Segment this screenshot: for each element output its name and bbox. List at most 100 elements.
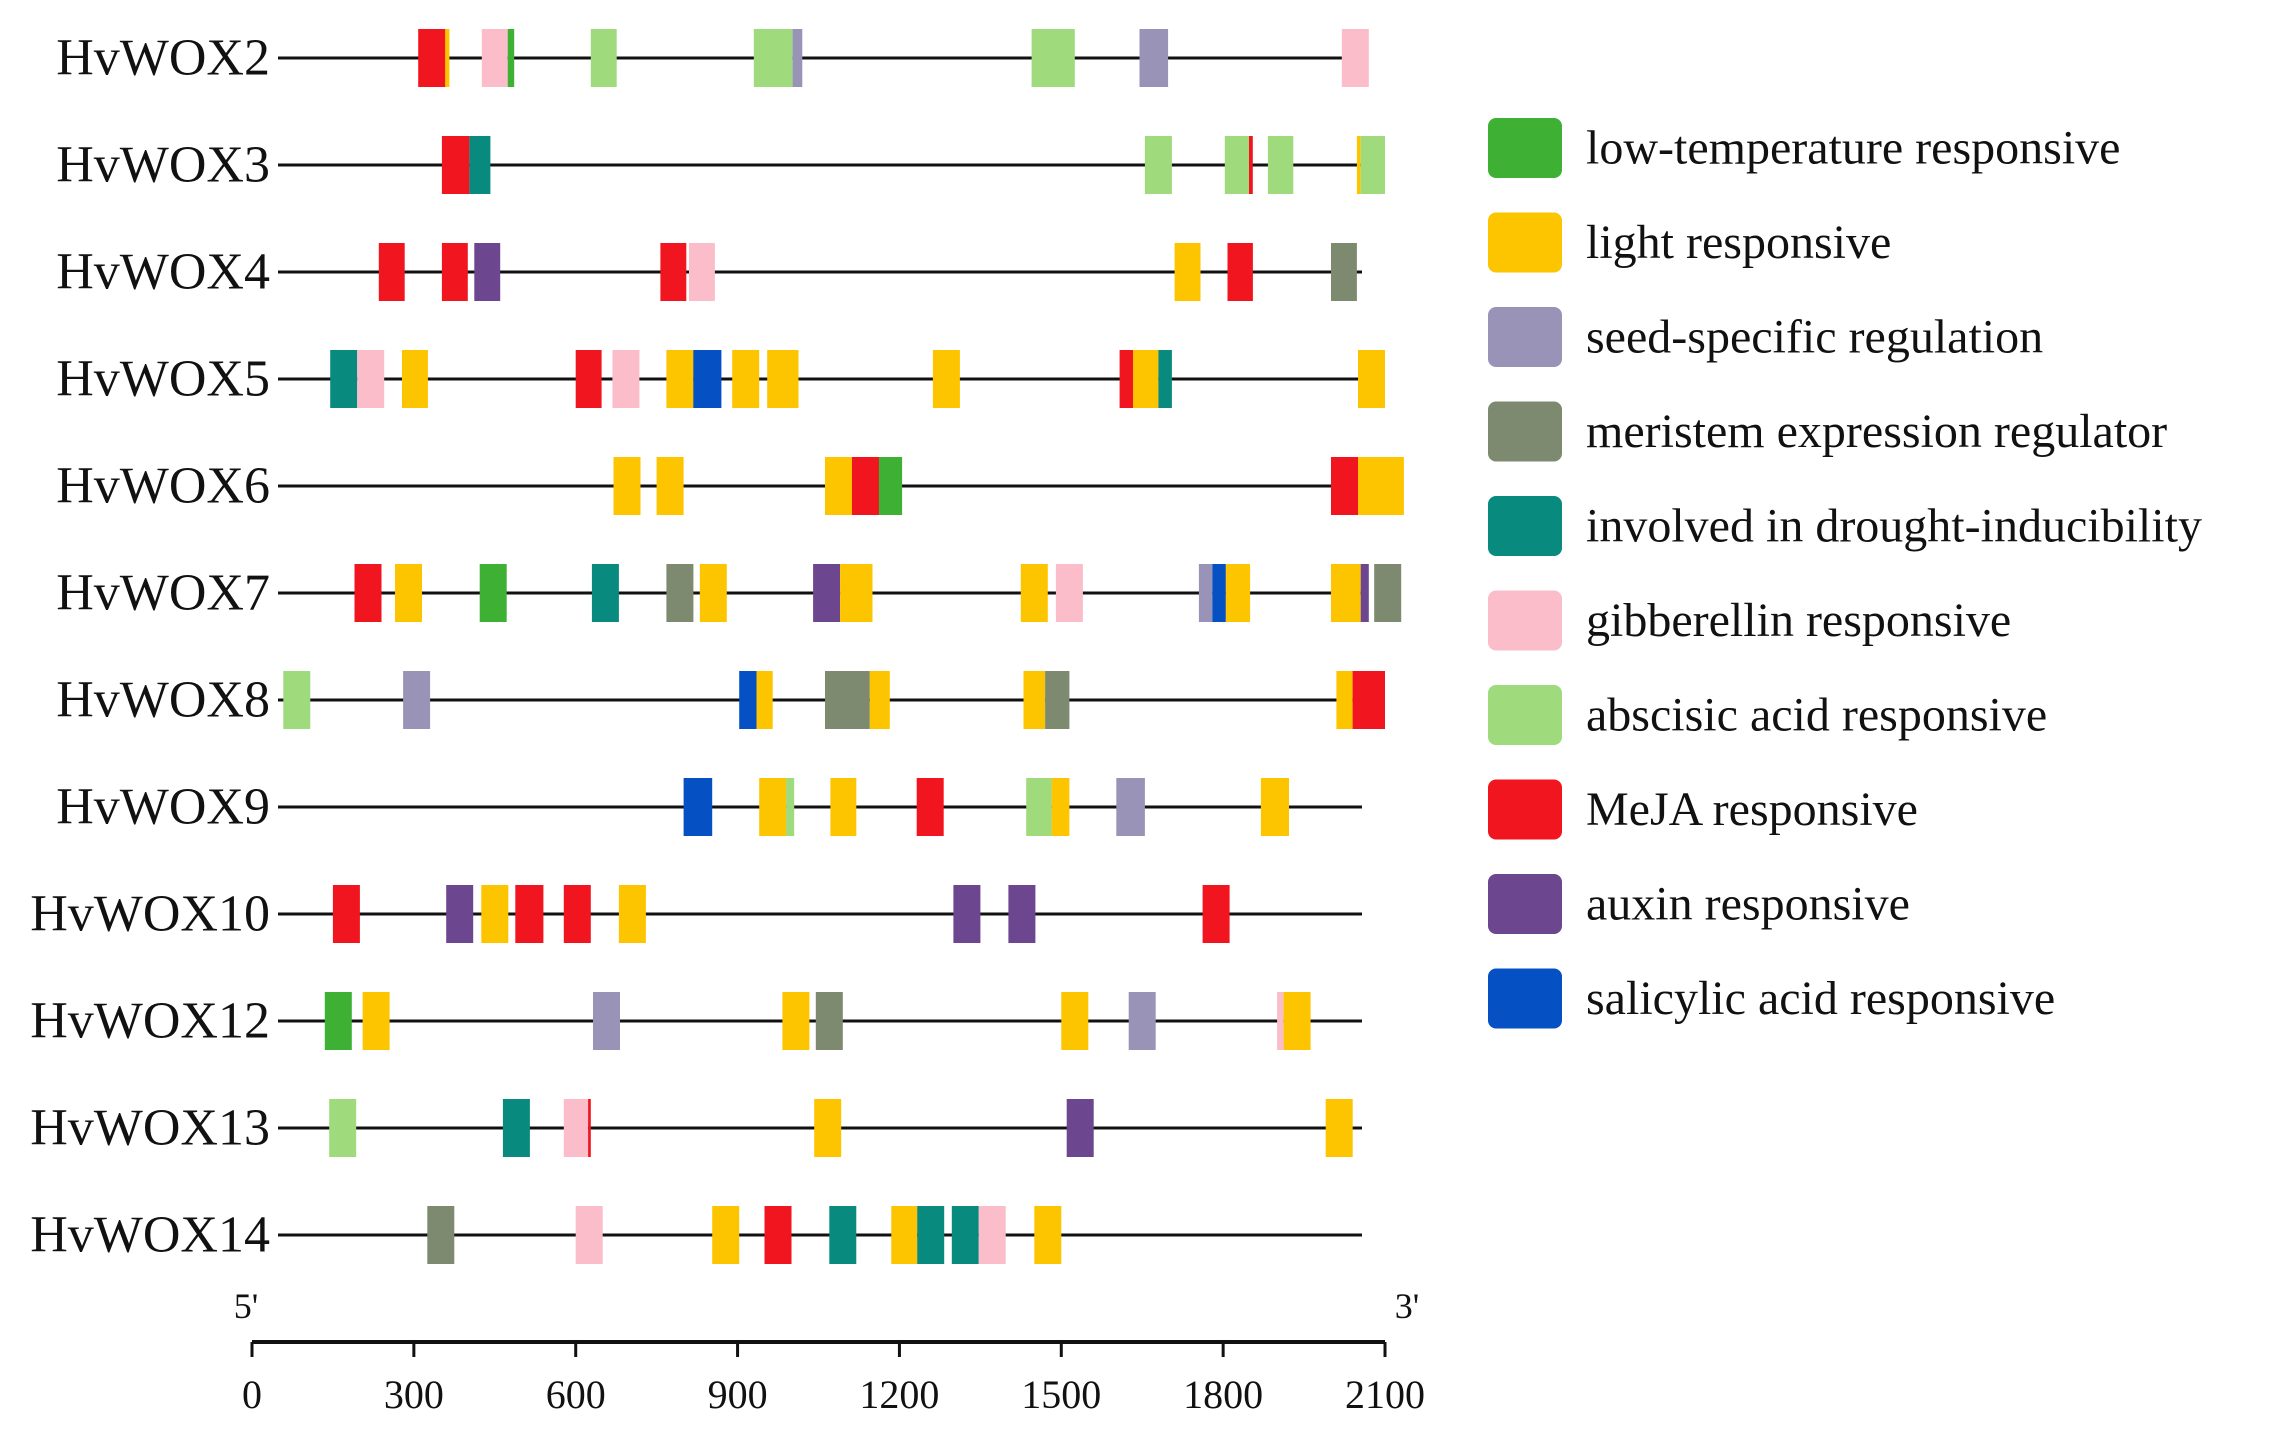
legend-swatch xyxy=(1488,212,1562,273)
cis-element-meja xyxy=(441,136,470,194)
cis-element-light xyxy=(1023,671,1046,729)
cis-element-light xyxy=(767,350,799,408)
cis-element-light xyxy=(362,992,390,1050)
gene-label: HvWOX13 xyxy=(30,1100,270,1157)
legend-item: auxin responsive xyxy=(1488,874,1910,934)
gene-label: HvWOX9 xyxy=(56,779,270,836)
five-prime-label: 5' xyxy=(234,1286,259,1326)
cis-element-aba xyxy=(1031,29,1075,87)
cis-element-drought xyxy=(591,564,619,622)
legend-item: involved in drought-inducibility xyxy=(1488,496,2202,556)
cis-element-light xyxy=(840,564,873,622)
cis-element-meja xyxy=(1227,243,1253,301)
cis-element-light xyxy=(1133,350,1159,408)
cis-element-gibberellin xyxy=(1055,564,1083,622)
cis-element-seed xyxy=(1139,29,1169,87)
cis-element-seed xyxy=(593,992,620,1050)
cis-element-drought xyxy=(469,136,491,194)
legend-label: low-temperature responsive xyxy=(1586,122,2120,175)
cis-element-light xyxy=(1356,136,1361,194)
gene-row: HvWOX7 xyxy=(56,564,1402,622)
cis-element-light xyxy=(932,350,960,408)
cis-element-seed xyxy=(1116,778,1145,836)
cis-element-lowtemp xyxy=(507,29,515,87)
gene-label: HvWOX2 xyxy=(56,30,270,87)
gene-row: HvWOX3 xyxy=(56,136,1385,194)
gene-label: HvWOX12 xyxy=(30,993,270,1050)
cis-element-light xyxy=(1260,778,1289,836)
legend-label: salicylic acid responsive xyxy=(1586,972,2055,1025)
legend-swatch xyxy=(1488,590,1562,651)
cis-element-light xyxy=(869,671,890,729)
cis-element-gibberellin xyxy=(1341,29,1369,87)
cis-element-gibberellin xyxy=(978,1206,1006,1264)
axis-tick-label: 1800 xyxy=(1183,1372,1263,1417)
cis-element-aba xyxy=(1224,136,1250,194)
cis-element-light xyxy=(618,885,646,943)
legend-swatch xyxy=(1488,401,1562,462)
cis-element-aba xyxy=(1360,136,1385,194)
cis-element-gibberellin xyxy=(575,1206,603,1264)
cis-element-meristem xyxy=(1045,671,1070,729)
cis-element-light xyxy=(1225,564,1251,622)
gene-row: HvWOX6 xyxy=(56,457,1404,515)
cis-element-meja xyxy=(354,564,382,622)
legend-item: low-temperature responsive xyxy=(1488,118,2120,178)
cis-element-gibberellin xyxy=(481,29,508,87)
cis-element-meja xyxy=(378,243,405,301)
gene-row: HvWOX9 xyxy=(56,778,1362,836)
gene-label: HvWOX6 xyxy=(56,458,270,515)
gene-label: HvWOX14 xyxy=(30,1207,270,1264)
gene-label: HvWOX7 xyxy=(56,565,270,622)
cis-element-gibberellin xyxy=(357,350,385,408)
legend-label: gibberellin responsive xyxy=(1586,594,2011,647)
cis-element-aba xyxy=(1267,136,1294,194)
legend-label: meristem expression regulator xyxy=(1586,405,2167,458)
cis-element-gibberellin xyxy=(612,350,640,408)
cis-element-meja xyxy=(1331,457,1358,515)
legend-label: light responsive xyxy=(1586,216,1891,269)
legend-item: light responsive xyxy=(1488,212,1891,273)
cis-element-light xyxy=(445,29,450,87)
cis-element-auxin xyxy=(1066,1099,1094,1157)
gene-row: HvWOX12 xyxy=(30,992,1362,1050)
cis-element-seed xyxy=(1198,564,1213,622)
legend-label: auxin responsive xyxy=(1586,878,1910,931)
cis-element-auxin xyxy=(953,885,981,943)
cis-element-light xyxy=(1174,243,1201,301)
cis-element-aba xyxy=(329,1099,357,1157)
legend-swatch xyxy=(1488,118,1562,178)
position-axis: 5' 3' 0 300 600 900 1200 1500 1800 2100 xyxy=(234,1286,1425,1417)
cis-element-light xyxy=(759,778,787,836)
legend-swatch xyxy=(1488,968,1562,1029)
gene-label: HvWOX3 xyxy=(56,137,270,194)
cis-element-light xyxy=(732,350,760,408)
cis-element-lowtemp xyxy=(324,992,352,1050)
cis-element-drought xyxy=(917,1206,945,1264)
gene-tracks: HvWOX2 HvWOX3 HvWOX4 HvWOX5 HvWOX6 HvWOX7 HvWO… xyxy=(30,29,1404,1264)
cis-element-auxin xyxy=(474,243,501,301)
cis-element-meja xyxy=(916,778,944,836)
axis-tick-label: 1500 xyxy=(1021,1372,1101,1417)
cis-element-auxin xyxy=(446,885,474,943)
cis-element-seed xyxy=(403,671,431,729)
cis-element-auxin xyxy=(1008,885,1036,943)
cis-element-lowtemp xyxy=(878,457,903,515)
cis-element-salicylic xyxy=(739,671,757,729)
gene-label: HvWOX4 xyxy=(56,244,270,301)
axis-tick-label: 600 xyxy=(546,1372,606,1417)
legend-label: seed-specific regulation xyxy=(1586,311,2043,364)
legend-item: MeJA responsive xyxy=(1488,779,1918,840)
legend-item: meristem expression regulator xyxy=(1488,401,2167,462)
cis-element-light xyxy=(1051,778,1070,836)
cis-element-light xyxy=(814,1099,842,1157)
cis-element-meja xyxy=(332,885,360,943)
cis-element-light xyxy=(1283,992,1311,1050)
cis-element-auxin xyxy=(813,564,841,622)
cis-element-meristem xyxy=(1331,243,1357,301)
cis-element-meja xyxy=(660,243,687,301)
axis-tick-label: 1200 xyxy=(859,1372,939,1417)
legend-swatch xyxy=(1488,307,1562,367)
gene-row: HvWOX10 xyxy=(30,885,1362,943)
